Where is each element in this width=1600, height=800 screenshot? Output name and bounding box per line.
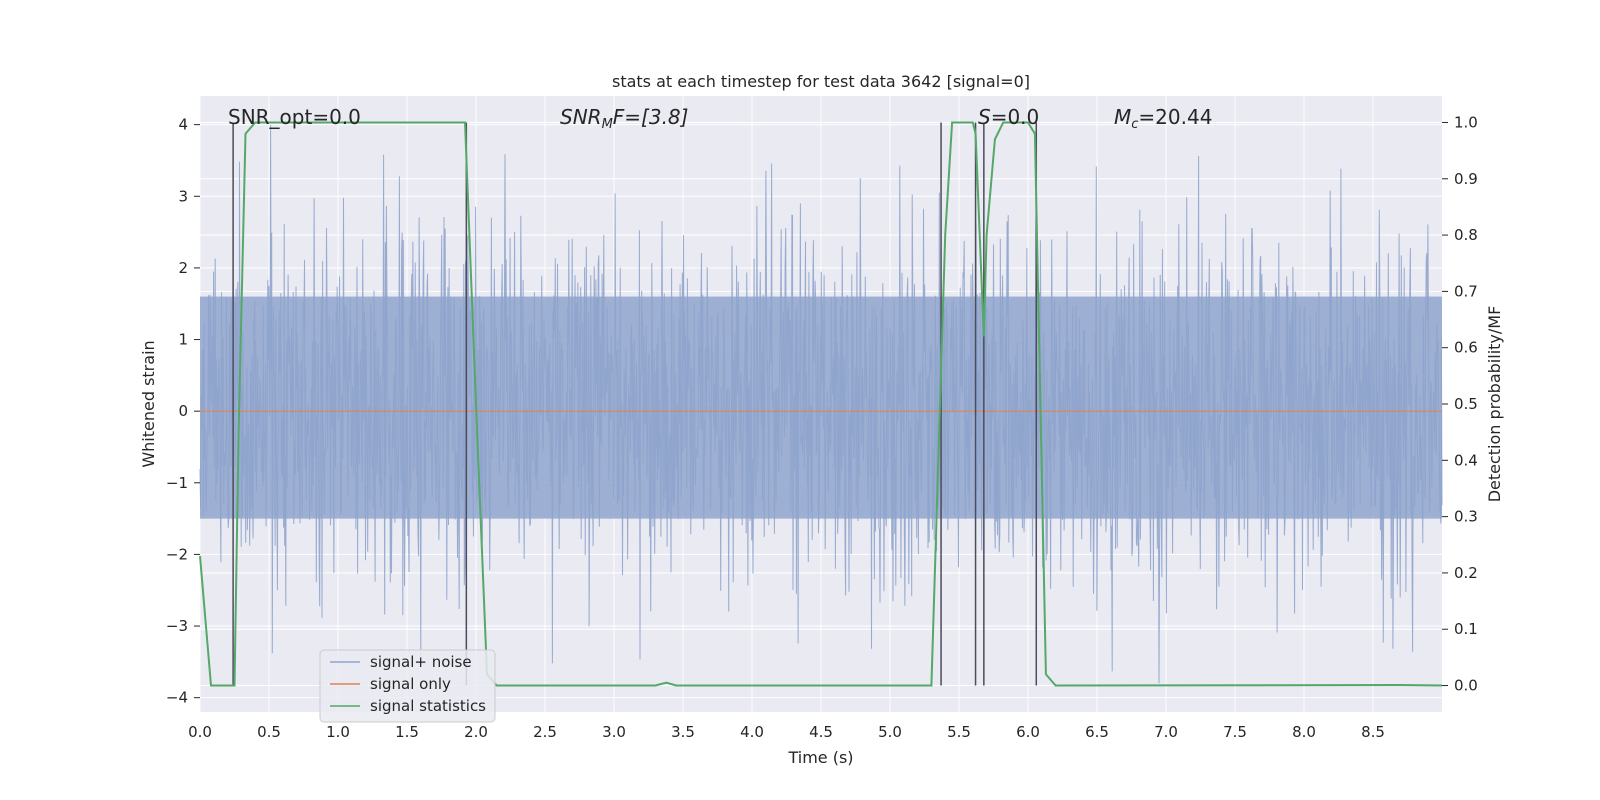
y2-tick-label: 0.9 bbox=[1454, 170, 1478, 188]
x-tick-label: 2.0 bbox=[464, 723, 488, 741]
x-tick-label: 6.5 bbox=[1085, 723, 1109, 741]
y2-tick-label: 0.1 bbox=[1454, 620, 1478, 638]
y-tick-label: 3 bbox=[178, 187, 188, 205]
annotation-snr-mf-main: SNR bbox=[560, 105, 602, 129]
x-axis-label: Time (s) bbox=[787, 748, 853, 767]
x-tick-label: 5.0 bbox=[878, 723, 902, 741]
y2-axis-label: Detection probability/MF bbox=[1485, 306, 1504, 503]
annotation-snr-mf: SNRMF=[3.8] bbox=[560, 105, 688, 132]
x-tick-label: 2.5 bbox=[533, 723, 557, 741]
x-tick-label: 4.5 bbox=[809, 723, 833, 741]
signal-statistics-series bbox=[199, 121, 1443, 687]
annotation-s-rest: =0.0 bbox=[991, 105, 1040, 129]
x-tick-label: 0.0 bbox=[188, 723, 212, 741]
y2-tick-label: 0.4 bbox=[1454, 451, 1478, 469]
y-tick-label: 1 bbox=[178, 331, 188, 349]
legend-box bbox=[319, 649, 496, 723]
x-tick-label: 8.5 bbox=[1361, 723, 1385, 741]
y2-axis-ticks: 0.0 0.1 0.2 0.3 0.4 0.5 0.6 0.7 0.8 0.9 1.0 bbox=[1442, 113, 1478, 695]
y2-tick-label: 0.6 bbox=[1454, 339, 1478, 357]
chart-title: stats at each timestep for test data 364… bbox=[612, 72, 1030, 91]
annotation-mc-main: M bbox=[1114, 105, 1131, 129]
y-tick-label: 4 bbox=[178, 116, 188, 134]
y-axis-label: Whitened strain bbox=[139, 340, 158, 467]
x-tick-label: 6.0 bbox=[1016, 723, 1040, 741]
y2-tick-label: 0.2 bbox=[1454, 564, 1478, 582]
x-tick-label: 1.5 bbox=[395, 723, 419, 741]
legend-label-signal-statistics: signal statistics bbox=[370, 697, 486, 715]
x-tick-label: 8.0 bbox=[1292, 723, 1316, 741]
x-axis-ticks: 0.0 0.5 1.0 1.5 2.0 2.5 3.0 3.5 4.0 4.5 5.0 5.5 6.0 6… bbox=[188, 723, 1385, 741]
legend: signal+ noise signal only signal statist… bbox=[319, 649, 496, 723]
signal-noise-series bbox=[199, 124, 1443, 684]
y-tick-label: −2 bbox=[166, 545, 188, 563]
annotation-mc: Mc=20.44 bbox=[1114, 105, 1212, 132]
y2-tick-label: 0.0 bbox=[1454, 677, 1478, 695]
annotation-snr-mf-sub: M bbox=[602, 117, 613, 132]
y-axis-ticks: −4 −3 −2 −1 0 1 2 3 4 bbox=[166, 116, 200, 707]
x-tick-label: 0.5 bbox=[257, 723, 281, 741]
x-tick-label: 4.0 bbox=[740, 723, 764, 741]
annotation-mc-sub: c bbox=[1131, 117, 1138, 132]
signal-noise-line bbox=[199, 124, 1443, 684]
y-tick-label: −1 bbox=[166, 474, 188, 492]
y-tick-label: 2 bbox=[178, 259, 188, 277]
annotation-snr-mf-rest: F=[3.8] bbox=[613, 105, 689, 129]
y-tick-label: −3 bbox=[166, 617, 188, 635]
signal-statistics-line bbox=[199, 121, 1443, 687]
legend-label-signal-noise: signal+ noise bbox=[370, 653, 472, 671]
y2-tick-label: 0.5 bbox=[1454, 395, 1478, 413]
annotation-mc-rest: =20.44 bbox=[1138, 105, 1212, 129]
y2-tick-label: 0.7 bbox=[1454, 282, 1478, 300]
y-tick-label: 0 bbox=[178, 402, 188, 420]
y2-tick-label: 0.8 bbox=[1454, 226, 1478, 244]
y-tick-label: −4 bbox=[166, 689, 188, 707]
x-tick-label: 7.0 bbox=[1154, 723, 1178, 741]
annotation-snr-opt: SNR_opt=0.0 bbox=[228, 105, 361, 129]
y2-tick-label: 1.0 bbox=[1454, 113, 1478, 131]
x-tick-label: 5.5 bbox=[947, 723, 971, 741]
x-tick-label: 3.0 bbox=[602, 723, 626, 741]
annotation-s-main: S bbox=[978, 105, 991, 129]
x-tick-label: 3.5 bbox=[671, 723, 695, 741]
x-tick-label: 1.0 bbox=[326, 723, 350, 741]
y2-tick-label: 0.3 bbox=[1454, 508, 1478, 526]
annotation-s: S=0.0 bbox=[978, 105, 1039, 129]
x-tick-label: 7.5 bbox=[1223, 723, 1247, 741]
legend-label-signal-only: signal only bbox=[370, 675, 451, 693]
